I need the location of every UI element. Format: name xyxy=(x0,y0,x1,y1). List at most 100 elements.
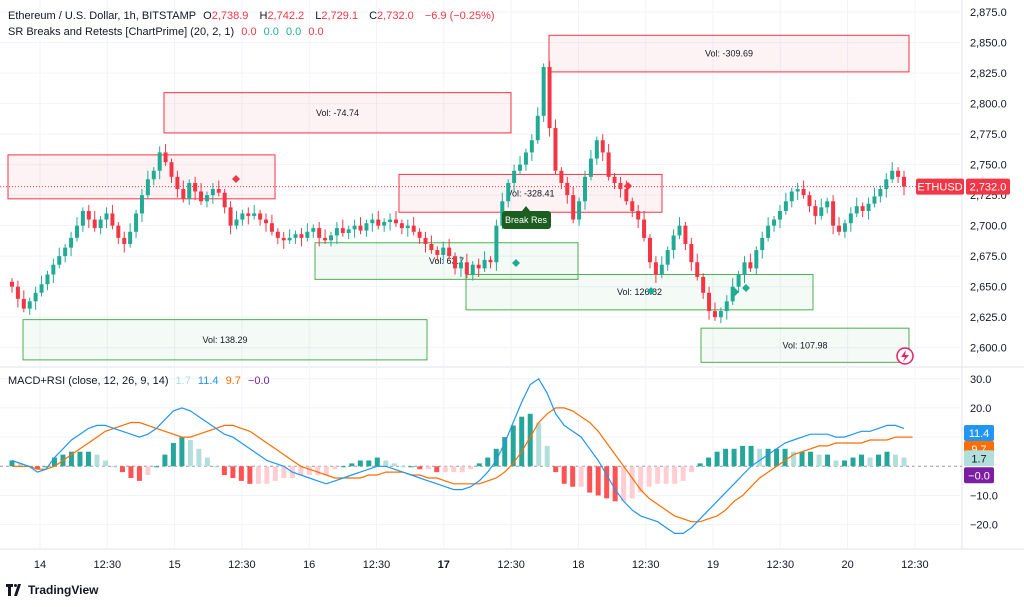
candle-body xyxy=(878,189,883,197)
buy-signal-marker xyxy=(647,287,655,295)
candle-body xyxy=(204,195,209,202)
candle-body xyxy=(712,311,717,318)
hist-badge-text: 1.7 xyxy=(971,453,986,465)
candle-body xyxy=(57,256,62,265)
histogram-bar xyxy=(459,466,465,473)
candle-body xyxy=(252,213,257,216)
macd-lines xyxy=(11,377,913,535)
candle-body xyxy=(653,262,658,275)
indicator-legend[interactable]: SR Breaks and Retests [ChartPrime] (20, … xyxy=(8,26,328,38)
histogram-bar xyxy=(77,451,83,467)
histogram-bar xyxy=(34,466,40,470)
candle-body xyxy=(754,250,759,269)
histogram-bar xyxy=(510,425,516,467)
histogram-bar xyxy=(119,466,125,473)
histogram-bar xyxy=(221,466,227,476)
sr-zones: Vol: -74.74 Vol: -328.41 Vol: -309.69 Vol: … xyxy=(7,34,910,363)
candle-body xyxy=(594,140,599,159)
l-label: L xyxy=(315,10,322,22)
candle-body xyxy=(665,250,670,265)
histogram-bar xyxy=(876,454,882,467)
price-tick-label: 2,600.0 xyxy=(970,343,1007,355)
candle-body xyxy=(393,219,398,224)
price-tick-label: 2,850.0 xyxy=(970,38,1007,50)
candle-body xyxy=(287,237,292,241)
candle-body xyxy=(683,225,688,244)
histogram-bar xyxy=(357,460,363,467)
macd-title: MACD+RSI (close, 12, 26, 9, 14) xyxy=(8,375,169,387)
candle-body xyxy=(606,152,611,177)
histogram-bar xyxy=(740,445,746,467)
candle-body xyxy=(411,225,416,232)
tradingview-icon xyxy=(6,584,21,596)
candle-body xyxy=(482,259,487,269)
candle-body xyxy=(642,219,647,238)
c-value: 2,732.0 xyxy=(377,10,414,22)
histogram-bar xyxy=(723,448,729,467)
candle-body xyxy=(458,262,463,269)
candle-body xyxy=(281,237,286,241)
candle-body xyxy=(358,225,363,231)
macd-line-val: 11.4 xyxy=(197,375,219,387)
candle-body xyxy=(624,189,629,202)
histogram-bar xyxy=(383,460,389,467)
histogram-bar xyxy=(136,466,142,481)
ind-val-4: 0.0 xyxy=(308,26,324,38)
candle-body xyxy=(571,195,576,220)
candle-body xyxy=(736,274,741,287)
price-tick-label: 2,800.0 xyxy=(970,99,1007,111)
candle-body xyxy=(890,170,895,180)
candle-body xyxy=(246,213,251,216)
candle-body xyxy=(636,211,641,220)
candle-body xyxy=(565,182,570,196)
candle-body xyxy=(547,67,552,129)
buy-signal-marker xyxy=(731,288,739,296)
candle-body xyxy=(695,262,700,277)
macd-legend[interactable]: MACD+RSI (close, 12, 26, 9, 14) 1.7 11.4… xyxy=(8,375,274,387)
candle-body xyxy=(340,228,345,233)
histogram-bar xyxy=(94,454,100,467)
histogram-bar xyxy=(842,460,848,467)
histogram-bar xyxy=(366,460,372,467)
histogram-bar xyxy=(323,466,329,476)
histogram-bar xyxy=(340,466,346,468)
candle-body xyxy=(689,243,694,263)
tradingview-logo[interactable]: TradingView xyxy=(6,583,98,597)
candle-body xyxy=(92,219,97,229)
candle-body xyxy=(795,189,800,192)
histogram-bar xyxy=(204,457,210,467)
histogram-bar xyxy=(451,466,457,473)
histogram-bar xyxy=(264,466,270,484)
candle-body xyxy=(181,189,186,199)
histogram-bar xyxy=(238,466,244,481)
histogram-bar xyxy=(816,454,822,467)
candle-body xyxy=(801,189,806,196)
histogram-bar xyxy=(884,451,890,467)
zone-volume-label: Vol: 107.98 xyxy=(782,340,827,350)
time-tick-label: 12:30 xyxy=(497,559,525,571)
candle-body xyxy=(476,264,481,269)
candle-body xyxy=(789,191,794,202)
candle-body xyxy=(334,228,339,236)
histogram-bar xyxy=(859,454,865,467)
candle-body xyxy=(618,182,623,190)
candle-body xyxy=(228,207,233,226)
candle-body xyxy=(588,158,593,177)
candle-body xyxy=(854,206,859,214)
histogram-bar xyxy=(485,457,491,467)
histogram-bar xyxy=(595,466,601,496)
candle-body xyxy=(51,264,56,275)
candle-body xyxy=(110,213,115,226)
candle-body xyxy=(21,298,26,309)
time-tick-label: 15 xyxy=(168,559,180,571)
candle-body xyxy=(258,213,263,220)
candle-body xyxy=(134,213,139,232)
candle-body xyxy=(352,225,357,230)
histogram-bar xyxy=(774,448,780,467)
candle-body xyxy=(370,219,375,224)
rsi-badge-bg xyxy=(964,467,994,484)
time-tick-label: 12:30 xyxy=(94,559,122,571)
resistance-zone xyxy=(548,34,910,73)
candle-body xyxy=(269,223,274,232)
